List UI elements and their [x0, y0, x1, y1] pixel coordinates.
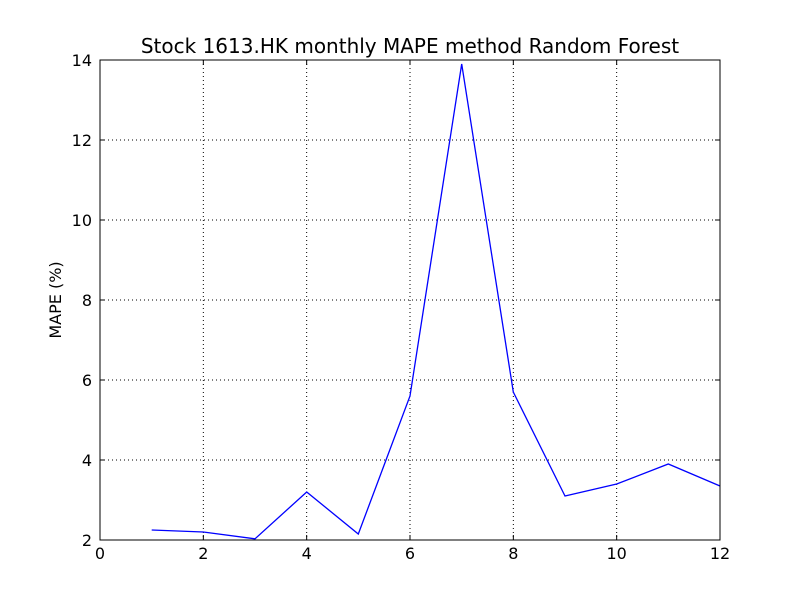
y-tick-label: 10 — [72, 211, 92, 230]
x-tick-label: 2 — [198, 544, 208, 563]
x-tick-label: 4 — [302, 544, 312, 563]
y-tick-label: 2 — [82, 531, 92, 550]
x-tick-label: 0 — [95, 544, 105, 563]
y-tick-label: 8 — [82, 291, 92, 310]
y-tick-label: 14 — [72, 51, 92, 70]
chart-title: Stock 1613.HK monthly MAPE method Random… — [141, 34, 679, 58]
x-tick-label: 8 — [508, 544, 518, 563]
y-tick-label: 6 — [82, 371, 92, 390]
x-tick-label: 6 — [405, 544, 415, 563]
y-axis-label: MAPE (%) — [46, 261, 65, 338]
x-tick-label: 10 — [606, 544, 626, 563]
y-tick-label: 4 — [82, 451, 92, 470]
x-tick-label: 12 — [710, 544, 730, 563]
y-tick-label: 12 — [72, 131, 92, 150]
